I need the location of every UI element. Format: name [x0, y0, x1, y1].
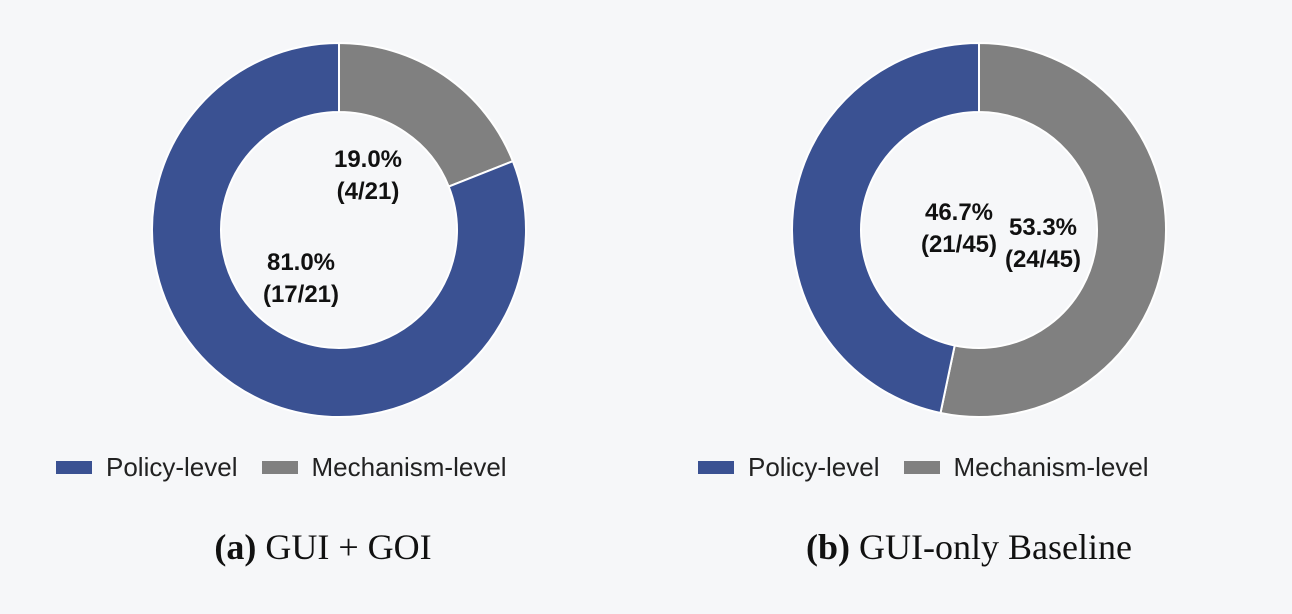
panel-b: 46.7% (21/45) 53.3% (24/45) Policy-level Me…	[646, 0, 1292, 614]
legend-swatch-mechanism	[903, 460, 940, 474]
caption-tag-a: (a)	[214, 527, 257, 567]
donut-chart-b: 46.7% (21/45) 53.3% (24/45)	[791, 41, 1167, 418]
legend-label-policy: Policy-level	[106, 451, 238, 482]
panel-a: 81.0% (17/21) 19.0% (4/21) Policy-level Mec…	[0, 41, 646, 568]
caption-text-a: GUI + GOI	[265, 527, 432, 567]
slice-percent-label-policy: 81.0%	[267, 249, 335, 276]
caption-b: (b) GUI-only Baseline	[646, 526, 1292, 568]
legend-item-mechanism: Mechanism-level	[261, 451, 507, 483]
legend-label-mechanism: Mechanism-level	[953, 451, 1149, 482]
donut-slice-policy	[151, 41, 527, 418]
donut-chart-a: 81.0% (17/21) 19.0% (4/21)	[151, 41, 527, 418]
slice-count-label-mechanism: (4/21)	[337, 178, 400, 205]
legend-label-policy: Policy-level	[748, 451, 880, 482]
slice-percent-label-mechanism: 19.0%	[334, 146, 402, 173]
slice-count-label-mechanism: (24/45)	[1005, 246, 1081, 273]
legend-swatch-policy	[56, 460, 92, 474]
caption-text-b: GUI-only Baseline	[859, 527, 1132, 567]
slice-percent-label-policy: 46.7%	[925, 199, 993, 226]
caption-a: (a) GUI + GOI	[0, 526, 646, 568]
legend-swatch-mechanism	[261, 460, 298, 474]
legend-swatch-policy	[698, 460, 734, 474]
legend-item-mechanism: Mechanism-level	[903, 451, 1149, 483]
legend-b: Policy-level Mechanism-level	[698, 447, 1173, 487]
legend-label-mechanism: Mechanism-level	[311, 451, 507, 482]
slice-count-label-policy: (17/21)	[263, 281, 339, 308]
legend-a: Policy-level Mechanism-level	[56, 447, 531, 487]
slice-percent-label-mechanism: 53.3%	[1009, 214, 1077, 241]
legend-item-policy: Policy-level	[56, 452, 238, 483]
donut-slice-mechanism	[939, 41, 1167, 418]
donut-slice-policy	[791, 41, 980, 415]
caption-tag-b: (b)	[806, 527, 851, 567]
slice-count-label-policy: (21/45)	[921, 231, 997, 258]
legend-item-policy: Policy-level	[698, 452, 880, 483]
